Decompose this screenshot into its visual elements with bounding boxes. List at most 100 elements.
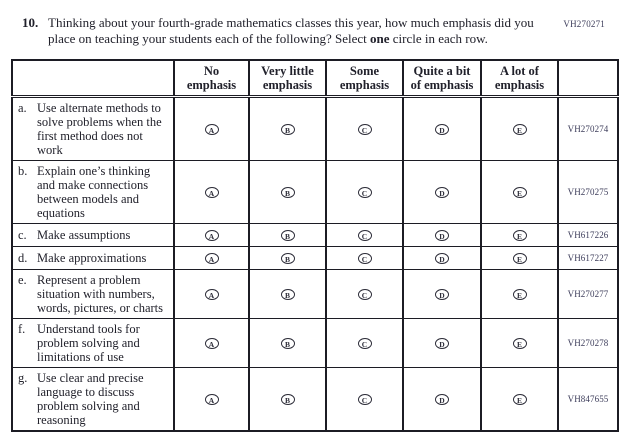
row-label-cell: a. Use alternate methods to solve problem… bbox=[11, 95, 175, 161]
answer-circle-e[interactable]: E bbox=[512, 288, 527, 300]
answer-cell: C bbox=[325, 268, 404, 319]
row-label-cell: d. Make approximations bbox=[11, 245, 175, 270]
answer-cell: A bbox=[173, 245, 250, 270]
answer-cell: A bbox=[173, 95, 250, 161]
row-label-cell: g. Use clear and precise language to disc… bbox=[11, 366, 175, 431]
answer-circle-b[interactable]: B bbox=[280, 229, 295, 241]
answer-cell: E bbox=[480, 268, 559, 319]
answer-cell: C bbox=[325, 317, 404, 368]
answer-circle-b[interactable]: B bbox=[280, 252, 295, 264]
row-label: Use alternate methods to solve problems … bbox=[37, 100, 162, 157]
answer-circle-a[interactable]: A bbox=[204, 337, 219, 349]
answer-circle-e[interactable]: E bbox=[512, 229, 527, 241]
row-letter: c. bbox=[18, 227, 27, 242]
row-label-cell: b. Explain one’s thinking and make connec… bbox=[11, 159, 175, 224]
row-letter: a. bbox=[18, 100, 27, 115]
answer-circle-c[interactable]: C bbox=[357, 186, 372, 198]
question-block: 10. Thinking about your fourth-grade mat… bbox=[22, 15, 621, 47]
answer-circle-d[interactable]: D bbox=[435, 186, 449, 198]
answer-circle-c[interactable]: C bbox=[357, 337, 372, 349]
answer-cell: B bbox=[248, 245, 327, 270]
form-code: VH270271 bbox=[563, 19, 605, 29]
column-header-quite-a-bit-of-emphasis: Quite a bit of emphasis bbox=[402, 59, 482, 98]
answer-cell: E bbox=[480, 95, 559, 161]
table-row: c. Make assumptions A B C D E VH617226 bbox=[11, 222, 619, 247]
answer-cell: A bbox=[173, 268, 250, 319]
answer-circle-c[interactable]: C bbox=[357, 288, 372, 300]
row-letter: e. bbox=[18, 272, 27, 287]
question-text-part1: Thinking about your fourth-grade mathema… bbox=[48, 15, 534, 46]
row-letter: b. bbox=[18, 163, 28, 178]
row-variable-code: VH270274 bbox=[557, 95, 619, 161]
row-variable-code: VH617226 bbox=[557, 222, 619, 247]
answer-cell: A bbox=[173, 317, 250, 368]
row-label: Make assumptions bbox=[37, 227, 131, 242]
row-letter: f. bbox=[18, 321, 26, 336]
answer-circle-d[interactable]: D bbox=[435, 337, 449, 349]
answer-cell: D bbox=[402, 245, 482, 270]
answer-cell: D bbox=[402, 317, 482, 368]
emphasis-table-body: a. Use alternate methods to solve problem… bbox=[11, 95, 619, 431]
row-label: Make approximations bbox=[37, 250, 147, 265]
question-text-part2: circle in each row. bbox=[389, 31, 488, 46]
answer-circle-c[interactable]: C bbox=[357, 123, 372, 135]
answer-circle-d[interactable]: D bbox=[435, 288, 449, 300]
answer-cell: E bbox=[480, 317, 559, 368]
answer-circle-c[interactable]: C bbox=[357, 393, 372, 405]
column-header-a-lot-of-emphasis: A lot of emphasis bbox=[480, 59, 559, 98]
row-label-cell: f. Understand tools for problem solving a… bbox=[11, 317, 175, 368]
row-letter: g. bbox=[18, 370, 28, 385]
answer-circle-e[interactable]: E bbox=[512, 252, 527, 264]
answer-circle-d[interactable]: D bbox=[435, 229, 449, 241]
answer-circle-e[interactable]: E bbox=[512, 337, 527, 349]
answer-circle-e[interactable]: E bbox=[512, 393, 527, 405]
answer-circle-a[interactable]: A bbox=[204, 393, 219, 405]
header-row: No emphasis Very little emphasis Some em… bbox=[11, 59, 619, 98]
answer-cell: D bbox=[402, 159, 482, 224]
row-variable-code: VH847655 bbox=[557, 366, 619, 431]
answer-circle-b[interactable]: B bbox=[280, 123, 295, 135]
table-row: a. Use alternate methods to solve problem… bbox=[11, 95, 619, 161]
answer-cell: B bbox=[248, 159, 327, 224]
answer-cell: B bbox=[248, 268, 327, 319]
answer-cell: B bbox=[248, 317, 327, 368]
row-variable-code: VH270278 bbox=[557, 317, 619, 368]
answer-circle-d[interactable]: D bbox=[435, 393, 449, 405]
answer-circle-e[interactable]: E bbox=[512, 123, 527, 135]
answer-cell: A bbox=[173, 159, 250, 224]
answer-circle-d[interactable]: D bbox=[435, 123, 449, 135]
answer-cell: A bbox=[173, 222, 250, 247]
answer-circle-a[interactable]: A bbox=[204, 252, 219, 264]
column-header-some-emphasis: Some emphasis bbox=[325, 59, 404, 98]
answer-circle-e[interactable]: E bbox=[512, 186, 527, 198]
answer-cell: C bbox=[325, 366, 404, 431]
answer-circle-b[interactable]: B bbox=[280, 288, 295, 300]
row-label: Understand tools for problem solving and… bbox=[37, 321, 140, 364]
answer-circle-b[interactable]: B bbox=[280, 186, 295, 198]
answer-cell: B bbox=[248, 95, 327, 161]
answer-cell: C bbox=[325, 222, 404, 247]
answer-circle-c[interactable]: C bbox=[357, 229, 372, 241]
row-label: Represent a problem situation with numbe… bbox=[37, 272, 164, 315]
answer-cell: B bbox=[248, 222, 327, 247]
answer-circle-b[interactable]: B bbox=[280, 393, 295, 405]
answer-circle-a[interactable]: A bbox=[204, 123, 219, 135]
table-row: b. Explain one’s thinking and make connec… bbox=[11, 159, 619, 224]
answer-cell: E bbox=[480, 245, 559, 270]
answer-circle-a[interactable]: A bbox=[204, 288, 219, 300]
answer-cell: D bbox=[402, 268, 482, 319]
answer-cell: D bbox=[402, 366, 482, 431]
answer-cell: E bbox=[480, 159, 559, 224]
row-label: Explain one’s thinking and make connecti… bbox=[37, 163, 151, 220]
answer-circle-b[interactable]: B bbox=[280, 337, 295, 349]
table-row: f. Understand tools for problem solving a… bbox=[11, 317, 619, 368]
row-label-cell: c. Make assumptions bbox=[11, 222, 175, 247]
answer-circle-d[interactable]: D bbox=[435, 252, 449, 264]
answer-circle-c[interactable]: C bbox=[357, 252, 372, 264]
column-header-very-little-emphasis: Very little emphasis bbox=[248, 59, 327, 98]
answer-circle-a[interactable]: A bbox=[204, 186, 219, 198]
answer-cell: D bbox=[402, 95, 482, 161]
answer-cell: C bbox=[325, 95, 404, 161]
answer-cell: D bbox=[402, 222, 482, 247]
answer-circle-a[interactable]: A bbox=[204, 229, 219, 241]
